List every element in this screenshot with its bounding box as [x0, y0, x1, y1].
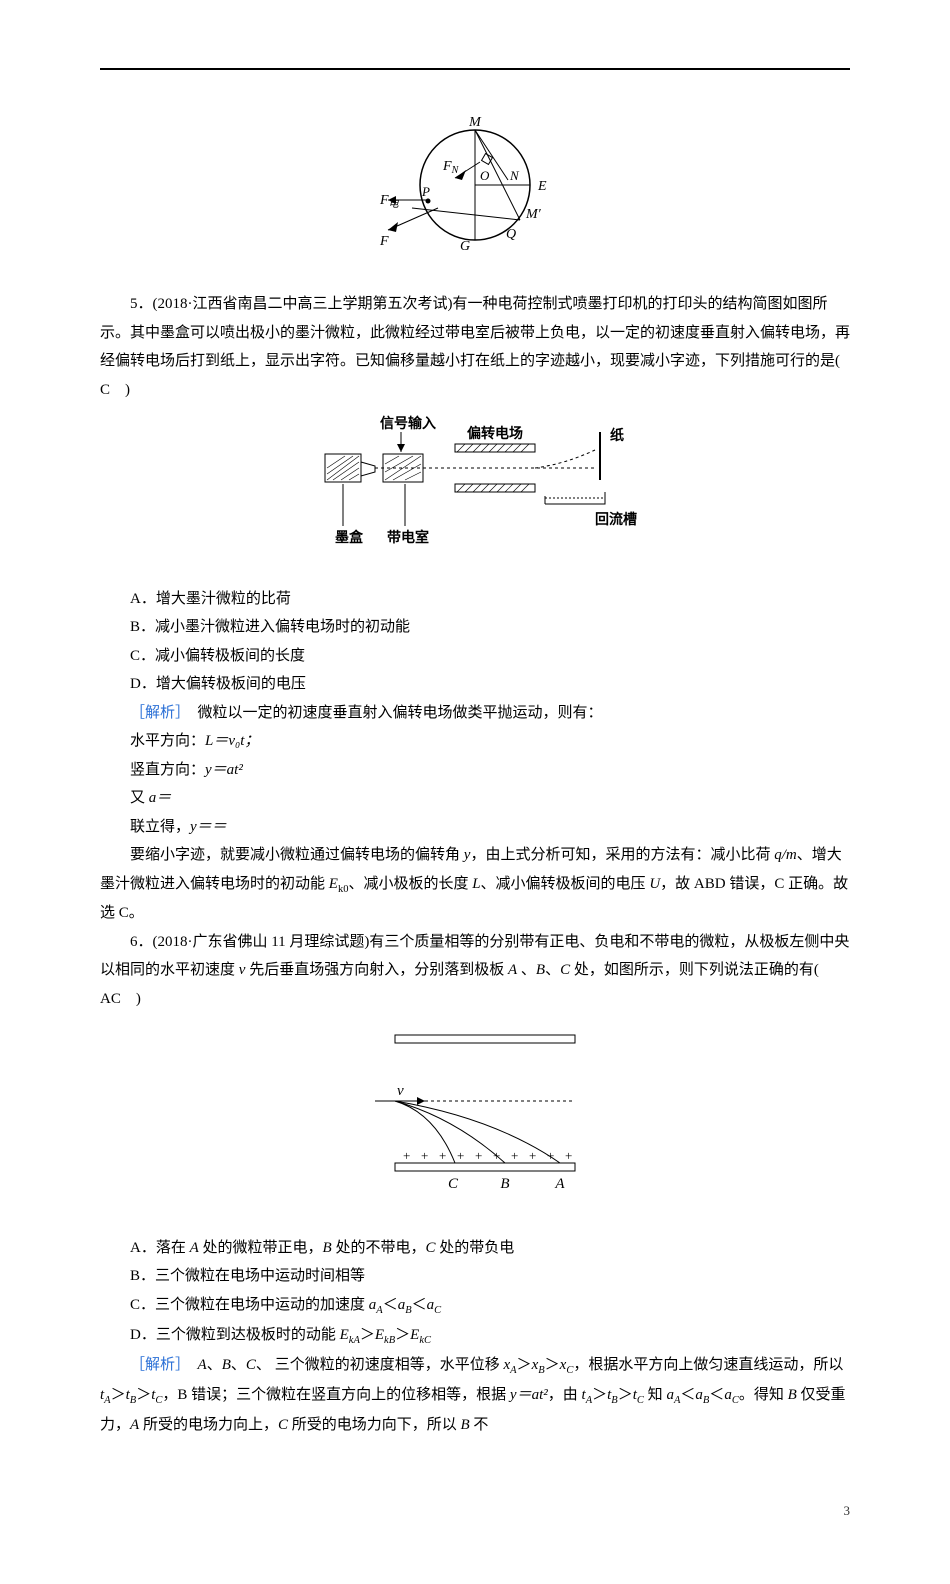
- lbl-N: N: [509, 168, 520, 183]
- lbl-P: P: [421, 184, 430, 199]
- nozzle: [361, 462, 375, 476]
- expl-label: ［解析］: [130, 705, 183, 721]
- charge-hatch: [385, 456, 421, 480]
- lbl-A: A: [554, 1176, 565, 1192]
- lbl-Fdian: F电: [379, 193, 400, 210]
- lbl-charge: 带电室: [387, 529, 429, 546]
- plate-top: [455, 444, 535, 452]
- lbl-signal: 信号输入: [380, 415, 436, 432]
- expl-label-2: ［解析］: [130, 1357, 183, 1373]
- q6-opt-C: C．三个微粒在电场中运动的加速度 aA＜aB＜aC: [100, 1291, 850, 1321]
- q5-explanation-1: ［解析］ 微粒以一定的初速度垂直射入偏转电场做类平抛运动，则有：: [100, 699, 850, 728]
- svg-text:+: +: [511, 1148, 518, 1163]
- bot-plate: [395, 1163, 575, 1171]
- q5-opt-B: B．减小墨汁微粒进入偏转电场时的初动能: [100, 613, 850, 642]
- q5-vertical: 竖直方向：y＝at²: [100, 756, 850, 785]
- svg-text:+: +: [403, 1148, 410, 1163]
- lbl-paper: 纸: [610, 427, 624, 444]
- lbl-Mp: M′: [525, 207, 542, 222]
- top-rule: [100, 68, 850, 70]
- lbl-v: v: [397, 1083, 404, 1099]
- lbl-E: E: [537, 179, 547, 194]
- page-number: 3: [100, 1499, 850, 1524]
- q5-combine: 联立得，y＝＝: [100, 813, 850, 842]
- q6-opt-D: D．三个微粒到达极板时的动能 EkA＞EkB＞EkC: [100, 1321, 850, 1351]
- lbl-deflect: 偏转电场: [467, 425, 523, 442]
- plates-svg: v + + + + + + + + + + C B A: [345, 1023, 605, 1213]
- figure-plates: v + + + + + + + + + + C B A: [100, 1023, 850, 1224]
- f-arrow: [388, 222, 398, 232]
- q5-opt-A: A．增大墨汁微粒的比荷: [100, 585, 850, 614]
- svg-text:+: +: [547, 1148, 554, 1163]
- q5-opt-D: D．增大偏转极板间的电压: [100, 670, 850, 699]
- q6-opt-A: A．落在 A 处的微粒带正电，B 处的不带电，C 处的带负电: [100, 1234, 850, 1263]
- figure-circle-diagram: M E M′ Q G F F电 FN O N P: [100, 100, 850, 281]
- traj-B: [395, 1101, 505, 1163]
- inkbox-hatch: [327, 456, 359, 480]
- svg-text:+: +: [475, 1148, 482, 1163]
- q5-horizontal: 水平方向：L＝v₀t；: [100, 727, 850, 756]
- q5-expl1: 微粒以一定的初速度垂直射入偏转电场做类平抛运动，则有：: [183, 705, 603, 721]
- lbl-ink: 墨盒: [335, 529, 364, 546]
- plus-row: + + + + + + + + + +: [403, 1148, 572, 1163]
- lbl-return: 回流槽: [595, 511, 637, 528]
- circle-svg: M E M′ Q G F F电 FN O N P: [360, 100, 590, 270]
- lbl-G: G: [460, 239, 470, 254]
- printer-svg: 信号输入 偏转电场 纸 回流槽 墨盒 带电室: [295, 414, 655, 564]
- p-dot: [426, 198, 431, 203]
- q5-explanation-2: 要缩小字迹，就要减小微粒通过偏转电场的偏转角 y，由上式分析可知，采用的方法有：…: [100, 841, 850, 928]
- signal-arrow: [397, 444, 405, 452]
- lbl-C: C: [448, 1176, 459, 1192]
- svg-text:+: +: [457, 1148, 464, 1163]
- lbl-M: M: [468, 115, 482, 130]
- q5-also: 又 a＝: [100, 784, 850, 813]
- lbl-Q: Q: [506, 227, 516, 242]
- q6-opt-B: B．三个微粒在电场中运动时间相等: [100, 1262, 850, 1291]
- svg-text:+: +: [565, 1148, 572, 1163]
- q5-intro: 5．(2018·江西省南昌二中高三上学期第五次考试)有一种电荷控制式喷墨打印机的…: [100, 290, 850, 404]
- svg-text:+: +: [421, 1148, 428, 1163]
- svg-text:+: +: [529, 1148, 536, 1163]
- lbl-F: F: [379, 234, 389, 249]
- top-plate: [395, 1035, 575, 1043]
- figure-printer: 信号输入 偏转电场 纸 回流槽 墨盒 带电室: [100, 414, 850, 575]
- q6-intro: 6．(2018·广东省佛山 11 月理综试题)有三个质量相等的分别带有正电、负电…: [100, 928, 850, 1014]
- svg-text:+: +: [493, 1148, 500, 1163]
- lbl-FN: FN: [442, 159, 460, 176]
- lbl-B: B: [500, 1176, 509, 1192]
- lbl-O: O: [480, 168, 490, 183]
- q6-explanation: ［解析］ A、B、C、 三个微粒的初速度相等，水平位移 xA＞xB＞xC，根据水…: [100, 1351, 850, 1439]
- q5-opt-C: C．减小偏转极板间的长度: [100, 642, 850, 671]
- right-angle: [482, 153, 493, 164]
- plate-bot: [455, 484, 535, 492]
- path-up: [535, 450, 595, 468]
- svg-text:+: +: [439, 1148, 446, 1163]
